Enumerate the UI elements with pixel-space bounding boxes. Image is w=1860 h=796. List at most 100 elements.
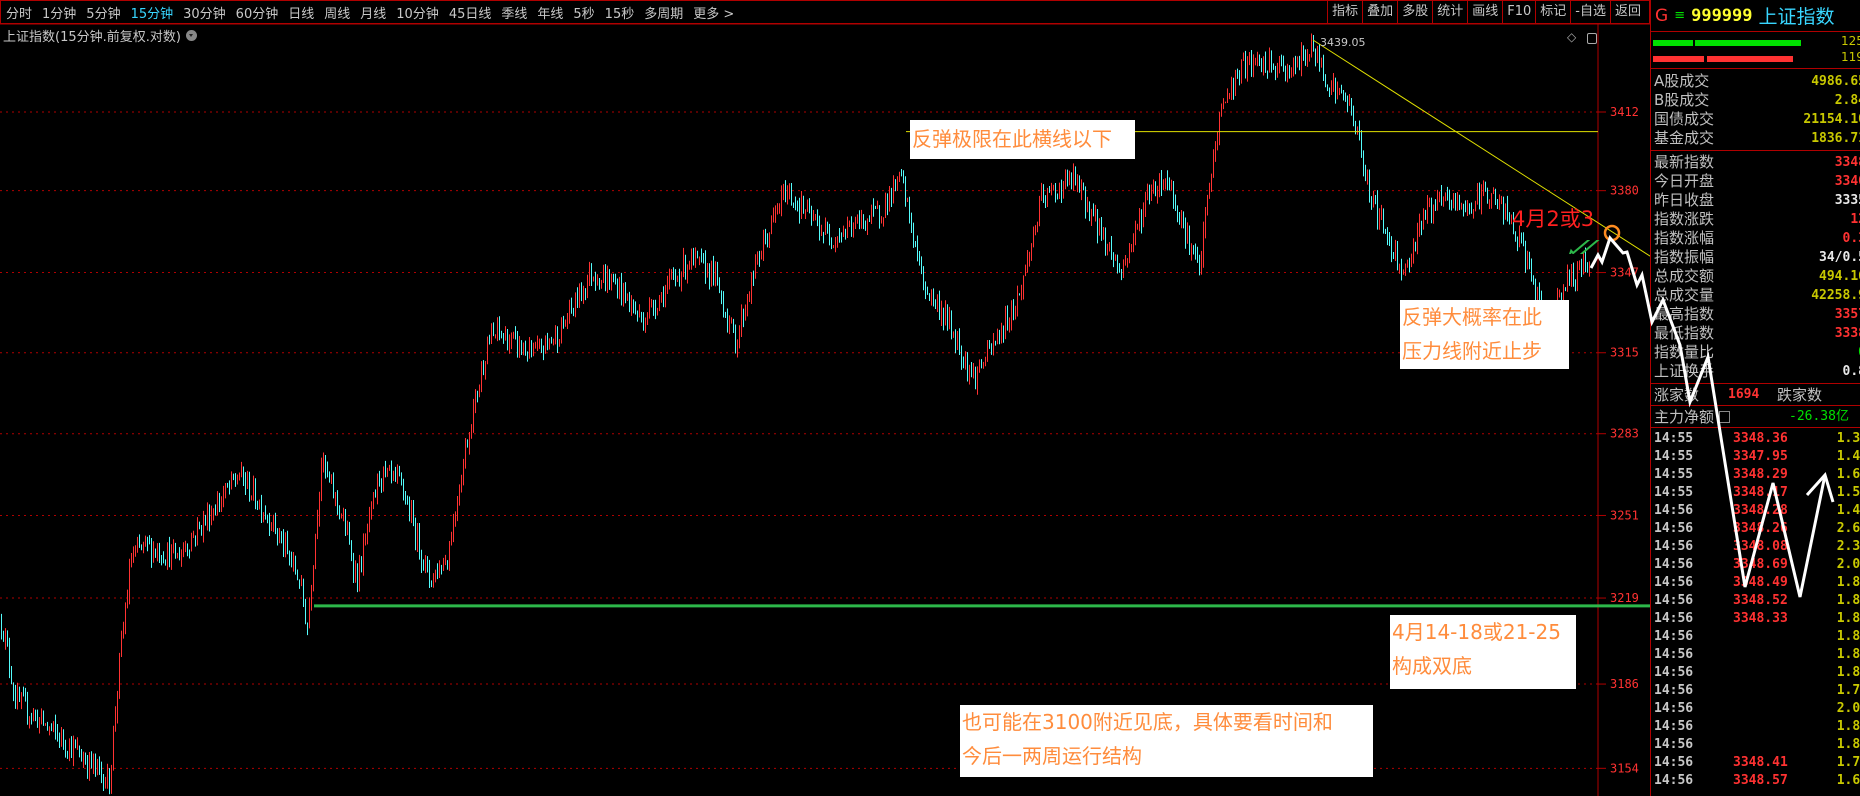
period-tab[interactable]: 15分钟: [130, 6, 174, 22]
quote-value: 12: [1850, 212, 1860, 227]
detail-icon[interactable]: [1719, 411, 1730, 423]
period-tab[interactable]: 年线: [537, 6, 564, 22]
toolbar-button[interactable]: 画线: [1467, 1, 1502, 23]
axis-label: 3186: [1610, 677, 1639, 691]
quote-row: 总成交额 494.16: [1651, 267, 1860, 286]
quote-row: 今日开盘 3340: [1651, 172, 1860, 191]
period-tab[interactable]: 周线: [324, 6, 351, 22]
period-tab[interactable]: 更多 >: [693, 6, 735, 22]
tick-time: 14:55: [1654, 431, 1694, 446]
up-count-label: 涨家数: [1654, 386, 1700, 404]
tick-row: 14:56 1.79: [1651, 682, 1860, 700]
quote-panel: G ≡ 999999 上证指数 125 119 A股成交 4986.65 B股成交 2…: [1650, 0, 1860, 796]
down-count-label: 跌家数: [1777, 386, 1823, 404]
tick-row: 14:55 3347.95 1.46: [1651, 448, 1860, 466]
toolbar-button[interactable]: 标记: [1535, 1, 1570, 23]
quote-label: 总成交额: [1654, 267, 1715, 285]
tick-row: 14:56 3348.08 2.32: [1651, 538, 1860, 556]
period-tab[interactable]: 日线: [288, 6, 315, 22]
tick-time: 14:55: [1654, 449, 1694, 464]
quote-row: 最高指数 3357: [1651, 305, 1860, 324]
toolbar-button[interactable]: 返回: [1609, 1, 1645, 23]
period-tab[interactable]: 15秒: [604, 6, 635, 22]
tick-volume: 1.50: [1836, 485, 1860, 500]
quote-value: 0.8: [1842, 364, 1860, 379]
period-tab[interactable]: 5秒: [573, 6, 595, 22]
toolbar-button[interactable]: 叠加: [1362, 1, 1397, 23]
quote-label: B股成交: [1654, 91, 1710, 109]
tick-list[interactable]: 14:55 3348.36 1.35 14:55 3347.95 1.46 14:55 334…: [1651, 428, 1860, 790]
period-tab[interactable]: 5分钟: [86, 6, 121, 22]
quote-value: 1836.71: [1811, 131, 1860, 146]
period-tab[interactable]: 季线: [501, 6, 528, 22]
tick-price: 3348.33: [1733, 611, 1788, 626]
quote-value: 3338: [1834, 326, 1860, 341]
quote-row: 上证换手 0.8: [1651, 362, 1860, 381]
toolbar-button[interactable]: 指标: [1327, 1, 1362, 23]
note-pressure: 反弹大概率在此 压力线附近止步: [1400, 300, 1569, 369]
menu-icon[interactable]: ≡: [1674, 8, 1686, 23]
tick-price: 3348.29: [1733, 467, 1788, 482]
toolbar-button[interactable]: 多股: [1397, 1, 1432, 23]
tick-row: 14:55 3348.36 1.35: [1651, 430, 1860, 448]
window-icon[interactable]: [1587, 33, 1597, 44]
tick-price: 3348.52: [1733, 593, 1788, 608]
quote-value: 3335: [1834, 193, 1860, 208]
group-badge[interactable]: G: [1655, 5, 1669, 26]
axis-label: 3283: [1610, 427, 1639, 441]
tick-time: 14:56: [1654, 665, 1694, 680]
tick-volume: 1.84: [1836, 665, 1860, 680]
tick-row: 14:56 2.01: [1651, 700, 1860, 718]
tick-volume: 1.85: [1836, 737, 1860, 752]
tick-volume: 1.87: [1836, 629, 1860, 644]
axis-label: 3347: [1610, 266, 1639, 280]
quote-row: 最新指数 3348: [1651, 153, 1860, 172]
tick-row: 14:56 1.87: [1651, 628, 1860, 646]
tick-price: 3348.69: [1733, 557, 1788, 572]
tick-volume: 2.07: [1836, 557, 1860, 572]
up-count: 1694: [1728, 387, 1760, 402]
tick-price: 3348.49: [1733, 575, 1788, 590]
tick-row: 14:56 3348.49 1.83: [1651, 574, 1860, 592]
quote-row: B股成交 2.84: [1651, 91, 1860, 110]
period-tab[interactable]: 30分钟: [183, 6, 226, 22]
tick-time: 14:56: [1654, 521, 1694, 536]
chart-title[interactable]: 上证指数(15分钟.前复权.对数): [3, 26, 197, 45]
peak-label: 3439.05: [1320, 36, 1366, 49]
tick-time: 14:55: [1654, 485, 1694, 500]
quote-label: 最低指数: [1654, 324, 1715, 342]
period-tab[interactable]: 1分钟: [42, 6, 77, 22]
dropdown-icon[interactable]: [185, 30, 197, 41]
tick-row: 14:55 3348.29 1.60: [1651, 466, 1860, 484]
period-tab[interactable]: 分时: [6, 6, 33, 22]
trend-line[interactable]: [1312, 39, 1650, 258]
period-tab[interactable]: 月线: [360, 6, 387, 22]
toolbar-button[interactable]: F10: [1502, 1, 1535, 23]
diamond-icon[interactable]: ◇: [1567, 30, 1577, 44]
period-tab[interactable]: 10分钟: [396, 6, 439, 22]
quote-label: 昨日收盘: [1654, 191, 1715, 209]
tick-price: 3348.57: [1733, 773, 1788, 788]
green-arrow-icon: [1565, 240, 1605, 254]
quote-row: 昨日收盘 3335: [1651, 191, 1860, 210]
stock-name: 上证指数: [1758, 6, 1835, 28]
period-tab[interactable]: 60分钟: [235, 6, 279, 22]
tick-row: 14:56 3348.41 1.74: [1651, 754, 1860, 772]
period-toolbar: 分时 1分钟 5分钟 15分钟 30分钟 60分钟 日线 周线 月线 10分钟 45日线 季线 年线 5秒…: [0, 0, 1650, 24]
period-tab[interactable]: 45日线: [448, 6, 492, 22]
target-circle: [1603, 224, 1621, 242]
tick-row: 14:56 3348.28 1.47: [1651, 502, 1860, 520]
tick-price: 3348.26: [1733, 521, 1788, 536]
tick-volume: 1.80: [1836, 647, 1860, 662]
quote-row: 总成交量 42258.9: [1651, 286, 1860, 305]
toolbar-button[interactable]: 统计: [1432, 1, 1467, 23]
panel-header: G ≡ 999999 上证指数: [1651, 0, 1860, 32]
toolbar-button[interactable]: -自选: [1570, 1, 1610, 23]
quote-value: 0: [1858, 343, 1860, 362]
quote-row: 基金成交 1836.71: [1651, 129, 1860, 148]
period-tab[interactable]: 多周期: [644, 6, 684, 22]
axis-label: 3154: [1610, 761, 1639, 775]
tick-time: 14:56: [1654, 539, 1694, 554]
net-flow-label: 主力净额: [1654, 408, 1715, 426]
quote-label: 今日开盘: [1654, 172, 1715, 190]
